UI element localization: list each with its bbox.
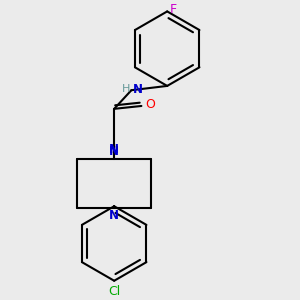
Text: N: N [133, 83, 143, 96]
Text: O: O [146, 98, 156, 111]
Text: N: N [109, 145, 119, 158]
Text: N: N [109, 209, 119, 222]
Text: F: F [170, 4, 177, 16]
Text: Cl: Cl [108, 285, 120, 298]
Text: N: N [109, 143, 119, 156]
Text: H: H [122, 84, 130, 94]
